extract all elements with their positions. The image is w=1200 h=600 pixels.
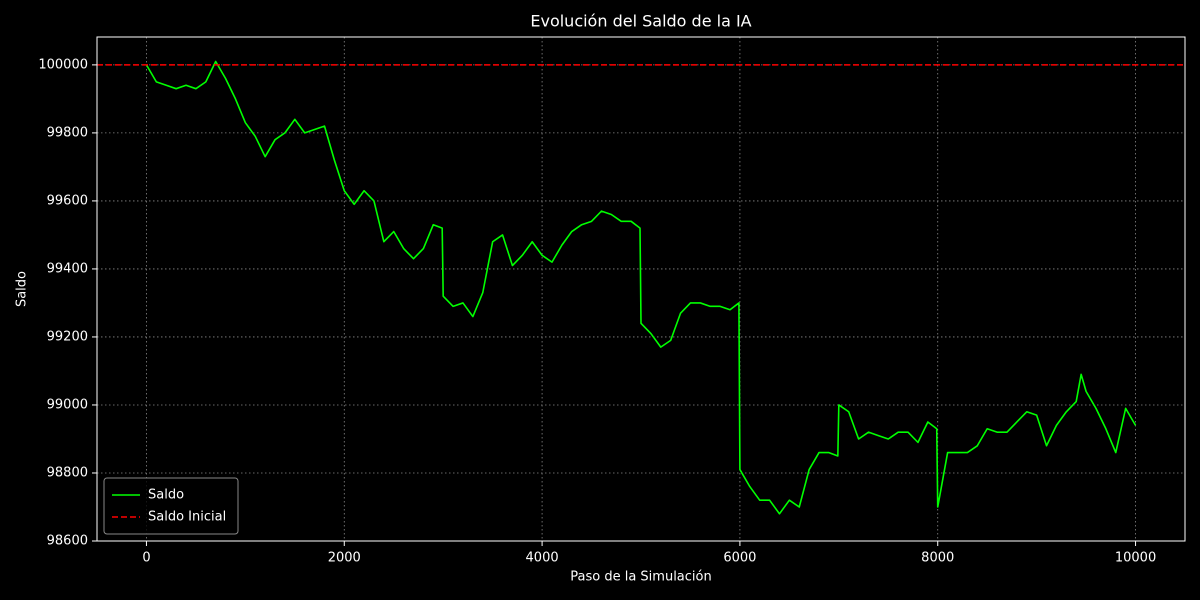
series-line xyxy=(145,60,1137,515)
x-tick-label: 8000 xyxy=(921,551,954,566)
x-tick-label: 2000 xyxy=(328,551,361,566)
legend-label: Saldo Inicial xyxy=(148,510,226,525)
plot-frame xyxy=(96,36,1186,542)
y-tick-label: 99000 xyxy=(47,397,88,412)
legend-box xyxy=(103,477,239,535)
x-axis-label: Paso de la Simulación xyxy=(570,570,711,585)
legend-label: Saldo xyxy=(148,488,184,503)
x-tick-label: 4000 xyxy=(526,551,559,566)
y-axis-label: Saldo xyxy=(15,271,30,307)
x-tick-label: 10000 xyxy=(1115,551,1156,566)
y-tick-label: 99800 xyxy=(47,125,88,140)
y-tick-label: 98600 xyxy=(47,534,88,549)
x-tick-label: 0 xyxy=(142,551,150,566)
y-tick-label: 99400 xyxy=(47,261,88,276)
y-tick-label: 98800 xyxy=(47,465,88,480)
y-tick-label: 100000 xyxy=(38,57,88,72)
y-tick-label: 99600 xyxy=(47,193,88,208)
y-tick-label: 99200 xyxy=(47,329,88,344)
x-tick-label: 6000 xyxy=(723,551,756,566)
legend: Saldo Saldo Inicial xyxy=(103,477,239,535)
chart-title: Evolución del Saldo de la IA xyxy=(530,12,751,31)
